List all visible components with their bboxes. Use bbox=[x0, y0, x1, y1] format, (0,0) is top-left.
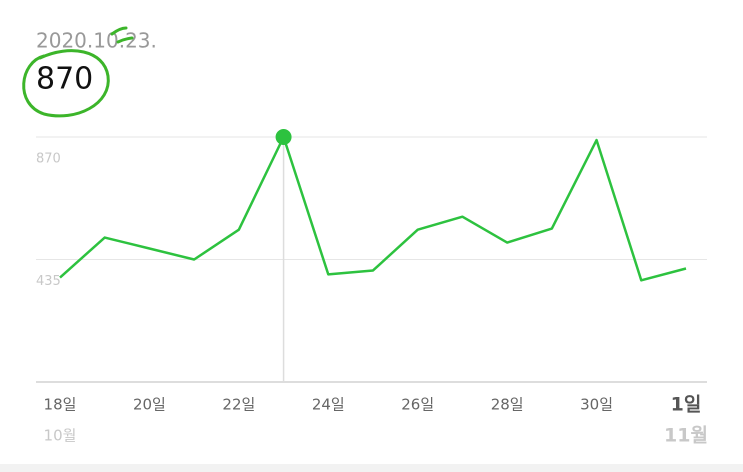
x-tick-label: 22일 bbox=[222, 396, 255, 414]
x-tick-label: 24일 bbox=[312, 396, 345, 414]
selected-point bbox=[275, 129, 292, 145]
date-label: 2020.10.23. bbox=[36, 29, 157, 53]
month-label: 10월 bbox=[44, 427, 77, 445]
series-line bbox=[59, 135, 687, 282]
x-tick-label: 18일 bbox=[44, 396, 77, 414]
y-tick-label: 435 bbox=[36, 274, 61, 289]
x-tick-label: 28일 bbox=[491, 396, 524, 414]
month-label: 11월 bbox=[664, 425, 708, 447]
selected-value: 870 bbox=[36, 62, 93, 97]
annotation-circle bbox=[22, 49, 110, 118]
x-tick-label: 20일 bbox=[133, 396, 166, 414]
x-tick-label: 26일 bbox=[401, 396, 434, 414]
bottom-strip bbox=[0, 464, 743, 472]
x-tick-label: 30일 bbox=[580, 396, 613, 414]
y-tick-label: 870 bbox=[36, 152, 61, 167]
annotation-stroke bbox=[110, 26, 134, 44]
x-tick-label: 1일 bbox=[671, 394, 702, 416]
